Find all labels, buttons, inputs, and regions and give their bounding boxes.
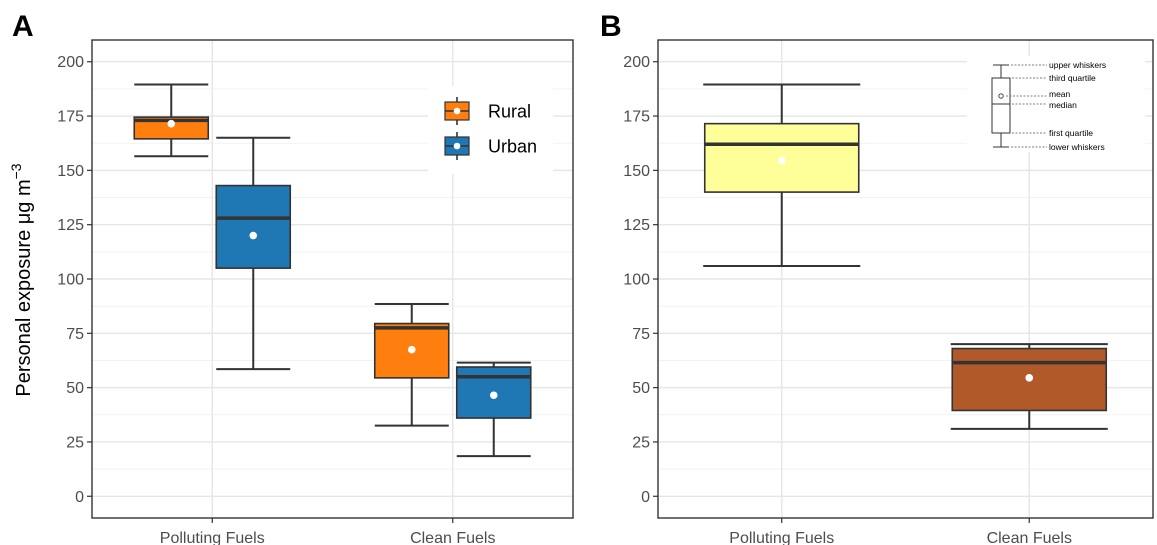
y-tick-label: 100 [57,272,84,289]
box-mean-point [407,345,416,354]
plot-border [657,39,1154,519]
key-label: lower whiskers [1049,142,1105,152]
key-label: first quartile [1049,128,1093,138]
y-tick-label: 200 [623,54,650,71]
box-mean-point [489,391,498,400]
y-tick-label: 75 [632,326,650,343]
y-tick-label: 200 [57,54,84,71]
x-tick-label: Polluting Fuels [729,530,834,545]
key-label: median [1049,100,1077,110]
panel-a-plot: 0 25 50 75 100 125 150 175 200 Polluting Fuels Cle… [57,39,574,545]
legend-key-mean [453,142,461,150]
plot-border [91,39,574,519]
y-axis-label-text: Personal exposure μg m [13,179,35,396]
box-mean-point [1025,374,1034,382]
y-tick-label: 0 [641,489,650,506]
key-mean [998,93,1004,99]
y-axis-label-superscript: −3 [8,163,24,179]
legend: Rural Urban [428,86,553,174]
y-tick-label: 25 [632,434,650,451]
panel-b-plot: 0 25 50 75 100 125 150 175 200 Polluting Fuels Cle… [623,39,1154,545]
key-label: third quartile [1049,73,1096,83]
legend-background [428,86,553,174]
box-iqr [215,184,292,269]
key-label: upper whiskers [1049,60,1106,70]
y-tick-label: 125 [623,217,650,234]
y-tick-label: 175 [57,109,84,126]
y-tick-label: 175 [623,109,650,126]
y-tick-label: 0 [75,489,84,506]
key-label: mean [1049,89,1071,99]
x-tick-label: Polluting Fuels [160,530,265,545]
x-tick-label: Clean Fuels [987,530,1072,545]
panel-label-a: A [12,10,34,43]
box-mean-point [167,119,176,128]
panel-label-b: B [600,10,622,43]
y-tick-label: 75 [66,326,84,343]
y-tick-label: 50 [632,380,650,397]
y-tick-label: 150 [623,163,650,180]
legend-label-urban: Urban [488,137,537,157]
key-box [991,77,1011,134]
y-tick-label: 150 [57,163,84,180]
box-mean-point [249,231,258,240]
y-axis-label: Personal exposure μg m−3 [8,163,35,396]
y-tick-label: 125 [57,217,84,234]
legend-key-mean [453,107,461,115]
y-tick-label: 100 [623,272,650,289]
y-tick-label: 50 [66,380,84,397]
y-tick-label: 25 [66,434,84,451]
box-iqr [133,116,210,140]
x-tick-label: Clean Fuels [410,530,495,545]
box-mean-point [777,156,786,165]
legend-label-rural: Rural [488,102,531,122]
